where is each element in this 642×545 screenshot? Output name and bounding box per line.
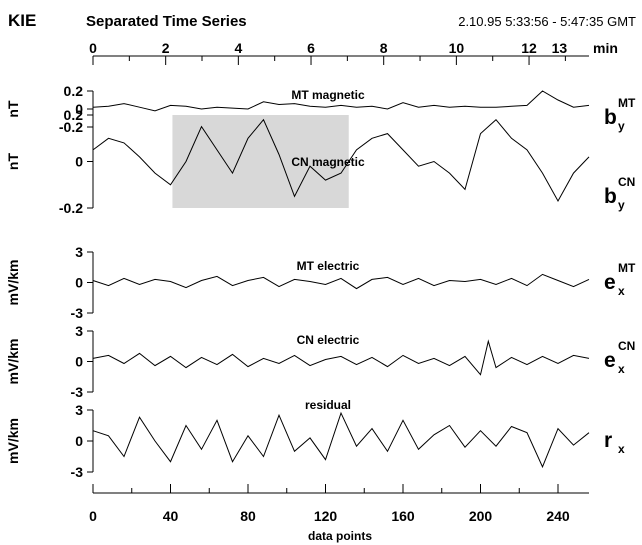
component-subscript: x [618,284,625,298]
component-superscript: CN [618,339,635,353]
component-superscript: MT [618,96,636,110]
top-tick-label: 4 [234,40,242,56]
panel-title: CN magnetic [291,155,365,169]
panel-unit-label: nT [5,100,21,118]
panel-title: CN electric [297,333,360,347]
panel-y-tick-label: 0.2 [64,83,84,99]
panel-y-tick-label: -3 [71,384,84,400]
time-range-label: 2.10.95 5:33:56 - 5:47:35 GMT [458,14,636,29]
panel-y-tick-label: -3 [71,464,84,480]
top-tick-label: 0 [89,40,97,56]
panel-y-tick-label: 0 [75,433,83,449]
panel-y-tick-label: 0 [75,275,83,291]
station-label: KIE [8,11,36,30]
top-axis-unit: min [593,40,618,56]
panel-title: MT electric [297,259,360,273]
component-symbol: b [604,185,617,208]
top-tick-label: 6 [307,40,315,56]
bottom-tick-label: 0 [89,508,97,524]
panel-title: MT magnetic [291,88,365,102]
series-line [92,411,590,469]
bottom-tick-label: 40 [163,508,179,524]
panel-unit-label: mV/km [5,339,21,385]
highlight-region [172,115,349,208]
panel-y-tick-label: -3 [71,305,84,321]
bottom-tick-label: 240 [546,508,570,524]
top-tick-label: 2 [162,40,170,56]
component-subscript: x [618,362,625,376]
component-superscript: MT [618,261,636,275]
component-subscript: y [618,198,625,212]
panel-y-tick-label: 3 [75,323,83,339]
panel-y-tick-label: 0.2 [64,107,84,123]
panel-y-tick-label: -0.2 [59,200,83,216]
top-tick-label: 10 [449,40,465,56]
component-subscript: x [618,442,625,456]
component-subscript: y [618,119,625,133]
panel-unit-label: mV/km [5,418,21,464]
panel-y-tick-label: 3 [75,244,83,260]
plot-area: 0 2 4 6 8 10 12 13 min 0 40 80 120 160 200 240 data poin… [5,40,636,543]
panel-y-tick-label: 3 [75,402,83,418]
panel-unit-label: nT [5,153,21,171]
top-tick-label: 13 [552,40,568,56]
bottom-tick-label: 120 [314,508,338,524]
bottom-tick-label: 200 [469,508,493,524]
component-symbol: e [604,271,616,294]
panel-y-tick-label: 0 [75,101,83,117]
series-line [92,90,590,112]
series-line [92,339,590,376]
chart-title: Separated Time Series [86,13,247,30]
component-symbol: r [604,429,612,452]
component-symbol: b [604,106,617,129]
top-tick-label: 12 [521,40,537,56]
component-superscript: CN [618,175,635,189]
panel-y-tick-label: 0 [75,154,83,170]
bottom-axis-label: data points [308,529,372,543]
top-tick-label: 8 [380,40,388,56]
panel-y-tick-label: 0 [75,354,83,370]
component-symbol: e [604,349,616,372]
panel-y-tick-label: -0.2 [59,119,83,135]
series-line [92,118,590,203]
bottom-tick-label: 160 [391,508,415,524]
bottom-tick-label: 80 [240,508,256,524]
series-line [92,273,590,290]
panel-title: residual [305,398,351,412]
panel-unit-label: mV/km [5,260,21,306]
